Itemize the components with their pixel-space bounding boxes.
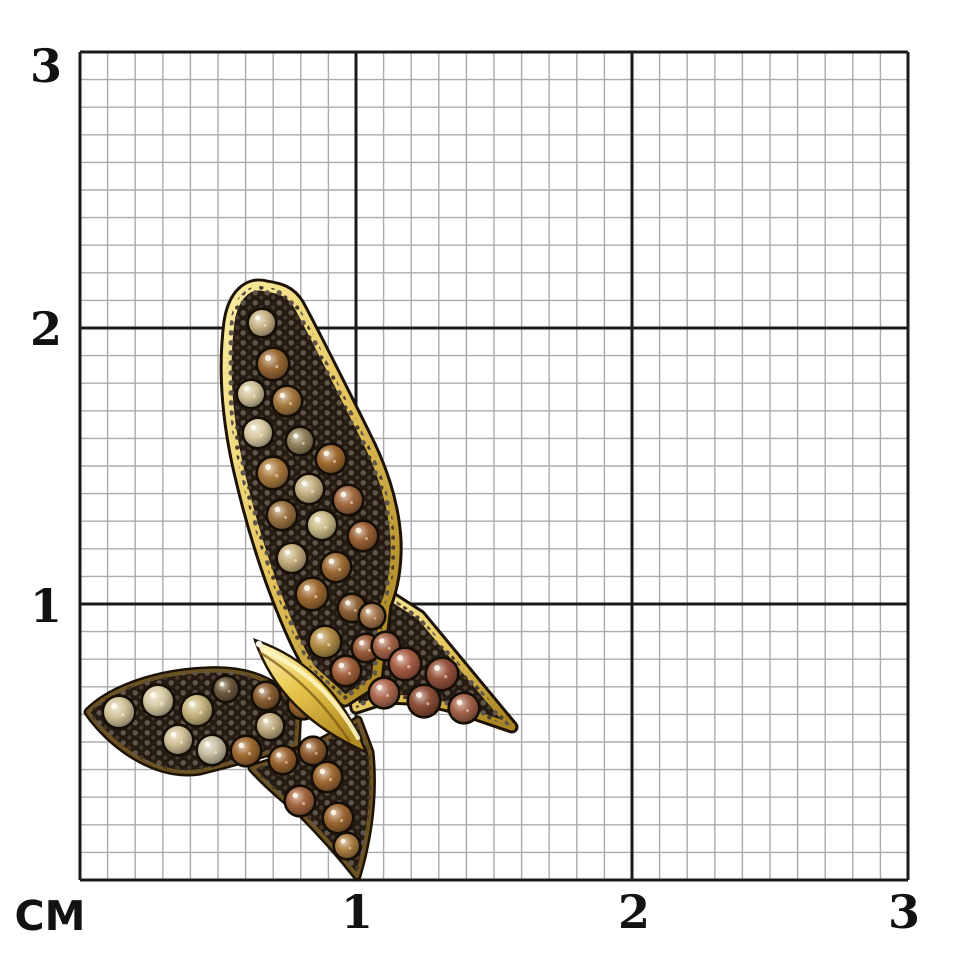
- gold-body: [253, 638, 368, 754]
- measurement-grid: [78, 50, 910, 882]
- x-axis-label-1: 1: [341, 885, 373, 939]
- y-axis-label-2: 2: [30, 302, 62, 356]
- unit-label-cm: СМ: [15, 892, 86, 940]
- x-axis-label-2: 2: [618, 885, 650, 939]
- x-axis-label-3: 3: [888, 885, 920, 939]
- y-axis-label-3: 3: [30, 39, 62, 93]
- y-axis-label-1: 1: [30, 579, 62, 633]
- axis-labels: 3 2 1 СМ 1 2 3: [15, 39, 920, 940]
- butterfly-pendant: [88, 286, 512, 876]
- diamond-stones: [101, 307, 481, 861]
